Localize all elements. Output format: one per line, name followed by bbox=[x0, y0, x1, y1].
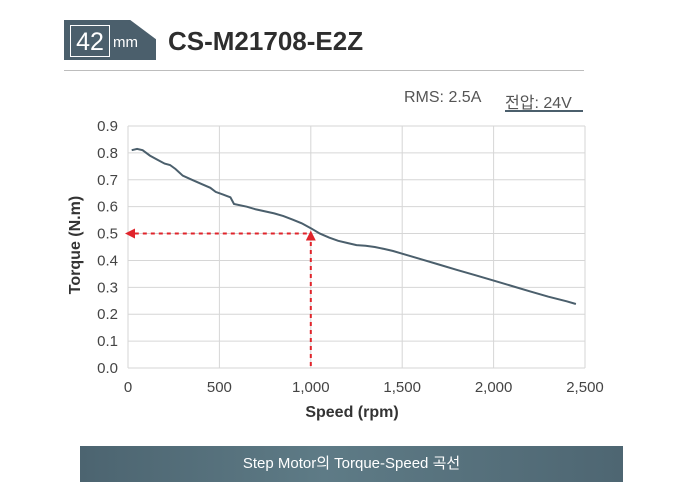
y-tick-label: 0.1 bbox=[97, 333, 118, 350]
size-unit: mm bbox=[113, 34, 138, 51]
y-tick-label: 0.8 bbox=[97, 145, 118, 162]
model-title: CS-M21708-E2Z bbox=[168, 26, 364, 56]
voltage-spec: 전압: 24V bbox=[505, 95, 572, 112]
x-tick-label: 2,500 bbox=[566, 379, 604, 396]
x-axis-label: Speed (rpm) bbox=[305, 404, 398, 421]
grid bbox=[127, 125, 586, 369]
x-tick-label: 1,500 bbox=[383, 379, 421, 396]
x-tick-label: 500 bbox=[207, 379, 232, 396]
y-tick-label: 0.3 bbox=[97, 279, 118, 296]
footer-caption: Step Motor의 Torque-Speed 곡선 bbox=[80, 446, 623, 482]
y-tick-label: 0.7 bbox=[97, 172, 118, 189]
y-tick-label: 0.6 bbox=[97, 199, 118, 216]
y-tick-label: 0.2 bbox=[97, 306, 118, 323]
rms-spec: RMS: 2.5A bbox=[404, 89, 482, 106]
operating-point-marker bbox=[125, 228, 316, 366]
size-value: 42 bbox=[70, 25, 110, 57]
legend-line bbox=[505, 110, 583, 112]
y-axis-label: Torque (N.m) bbox=[67, 196, 84, 294]
x-tick-label: 0 bbox=[124, 379, 132, 396]
y-tick-label: 0.4 bbox=[97, 252, 118, 269]
torque-speed-chart: 0.0 0.1 0.2 0.3 0.4 0.5 0.6 0.7 0.8 0.9 0 500 1,000 1… bbox=[67, 118, 604, 421]
y-tick-label: 0.0 bbox=[97, 360, 118, 377]
y-tick-label: 0.9 bbox=[97, 118, 118, 135]
x-tick-label: 2,000 bbox=[475, 379, 513, 396]
tick-labels: 0.0 0.1 0.2 0.3 0.4 0.5 0.6 0.7 0.8 0.9 0 500 1,000 1… bbox=[97, 118, 604, 396]
title-divider bbox=[64, 70, 584, 71]
y-tick-label: 0.5 bbox=[97, 226, 118, 243]
torque-curve bbox=[131, 147, 577, 305]
x-tick-label: 1,000 bbox=[292, 379, 330, 396]
